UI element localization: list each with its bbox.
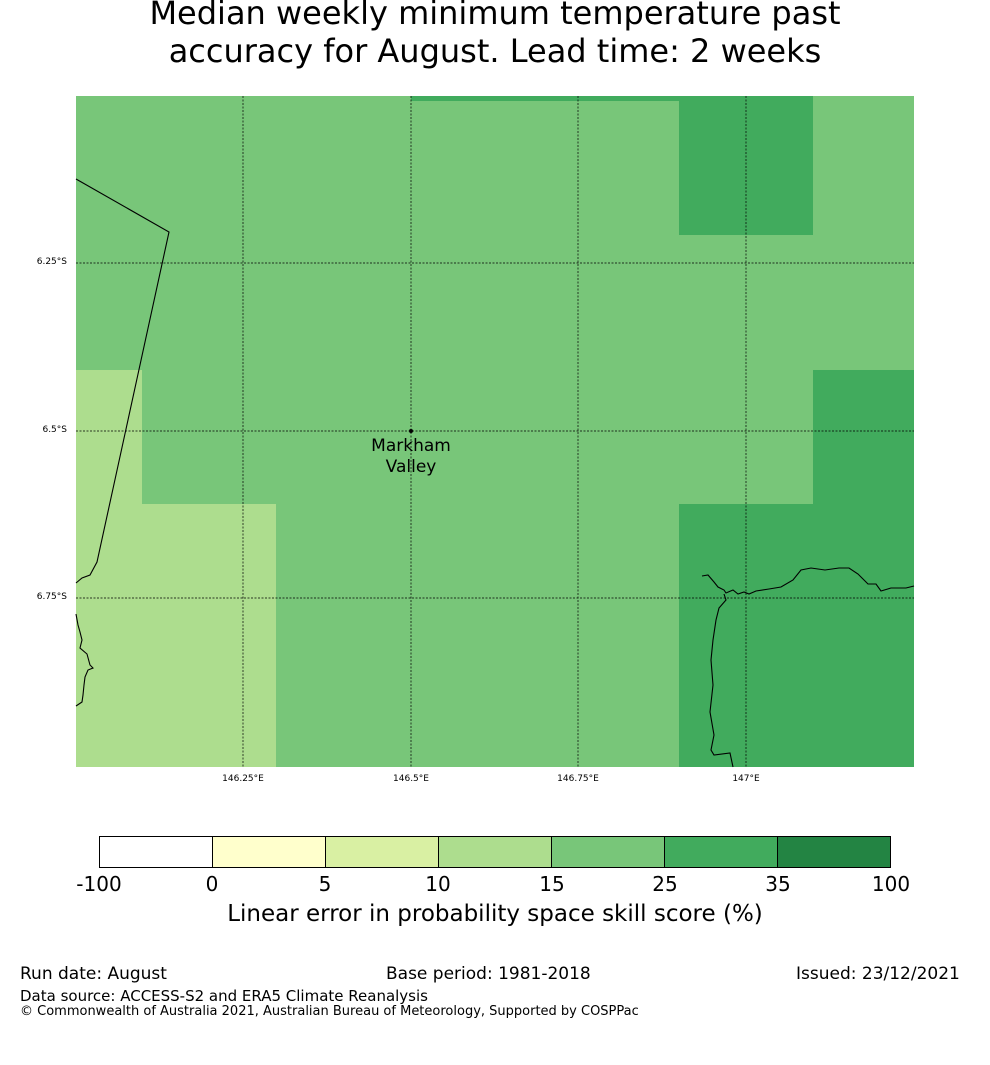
cell-top-strip (411, 96, 813, 101)
issued-date: Issued: 23/12/2021 (796, 964, 960, 984)
colorbar-segment-7 (778, 837, 890, 867)
colorbar-tick: 0 (205, 872, 219, 896)
location-marker (409, 429, 413, 433)
lat-label-6-5: 6.5°S (42, 425, 67, 435)
river-coast (709, 593, 734, 768)
lon-label-146-75: 146.75°E (557, 774, 599, 784)
colorbar-tick: -100 (76, 872, 122, 896)
data-source: Data source: ACCESS-S2 and ERA5 Climate … (20, 987, 428, 1005)
colorbar-segment-5 (552, 837, 665, 867)
skill-cells (76, 96, 914, 767)
lon-label-147: 147°E (732, 774, 760, 784)
gulf-coast (701, 567, 915, 595)
skill-score-map (75, 96, 915, 768)
colorbar-segment-4 (439, 837, 552, 867)
colorbar (99, 836, 891, 868)
colorbar-segment-2 (213, 837, 326, 867)
colorbar-tick: 35 (765, 872, 791, 896)
map-title: Median weekly minimum temperature past a… (0, 0, 990, 70)
cell-southwest (76, 504, 276, 767)
lon-label-146-5: 146.5°E (393, 774, 429, 784)
cell-southeast (679, 504, 914, 767)
colorbar-title: Linear error in probability space skill … (227, 901, 763, 927)
run-date: Run date: August (20, 964, 167, 984)
colorbar-tick: 5 (318, 872, 332, 896)
lat-label-6-25: 6.25°S (36, 257, 67, 267)
graticule (76, 96, 914, 767)
base-period: Base period: 1981-2018 (386, 964, 591, 984)
place-label: Markham Valley (351, 436, 471, 478)
lat-label-6-75: 6.75°S (36, 592, 67, 602)
colorbar-segment-1 (100, 837, 213, 867)
colorbar-tick: 100 (871, 872, 911, 896)
cell-east (813, 370, 914, 504)
cell-west (76, 370, 142, 504)
colorbar-tick: 25 (652, 872, 678, 896)
west-coast (75, 613, 94, 707)
copyright: © Commonwealth of Australia 2021, Austra… (20, 1004, 639, 1019)
lon-label-146-25: 146.25°E (222, 774, 264, 784)
colorbar-tick: 10 (425, 872, 451, 896)
colorbar-tick: 15 (539, 872, 565, 896)
cell-northeast (679, 96, 813, 235)
border-line (75, 178, 170, 584)
coastlines (75, 178, 915, 768)
colorbar-segment-3 (326, 837, 439, 867)
title-line-1: Median weekly minimum temperature past (149, 0, 841, 32)
title-line-2: accuracy for August. Lead time: 2 weeks (168, 32, 822, 70)
place-name-1: Markham (371, 436, 451, 456)
colorbar-segment-6 (665, 837, 778, 867)
place-name-2: Valley (385, 457, 437, 477)
